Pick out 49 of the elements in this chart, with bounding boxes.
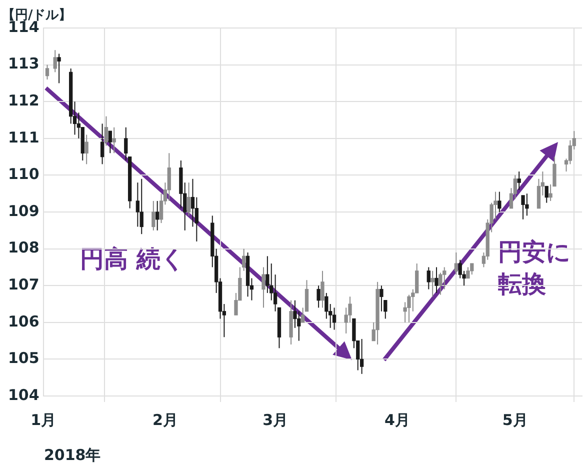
y-tick-label: 111 xyxy=(8,128,40,146)
y-tick-label: 105 xyxy=(8,349,40,368)
candlestick xyxy=(156,200,160,231)
y-tick-label: 109 xyxy=(8,202,40,220)
candlestick xyxy=(434,266,438,294)
x-tick-label: 4月 xyxy=(384,410,410,429)
y-tick-label: 113 xyxy=(8,54,40,73)
y-tick-label: 107 xyxy=(8,275,40,294)
candlestick xyxy=(45,64,50,80)
candlestick xyxy=(360,338,364,374)
candlestick xyxy=(100,123,104,165)
candlestick xyxy=(84,134,88,165)
candlestick xyxy=(470,263,474,276)
candlestick xyxy=(525,193,529,216)
candlestick xyxy=(517,171,521,190)
y-tick-label: 104 xyxy=(8,386,40,404)
y-tick-label: 112 xyxy=(8,91,40,110)
y-tick-label: 110 xyxy=(8,165,40,184)
x-tick-label: 2月 xyxy=(152,410,178,429)
candlestick xyxy=(426,266,430,290)
y-tick-label: 108 xyxy=(8,238,40,257)
candlestick xyxy=(316,285,320,308)
candlestick xyxy=(104,116,108,146)
candlestick xyxy=(262,266,266,308)
candlestick xyxy=(167,152,171,202)
candlestick xyxy=(53,50,57,73)
y-tick-label: 106 xyxy=(8,312,40,330)
candlestick xyxy=(57,53,61,84)
x-axis-title: 2018年 xyxy=(44,446,101,465)
candlestick xyxy=(304,280,309,312)
candlestick xyxy=(544,186,548,204)
candlestick xyxy=(140,178,144,235)
candlestick xyxy=(466,266,470,279)
candlestick xyxy=(380,285,384,312)
candlestick xyxy=(521,194,525,220)
candlestick xyxy=(498,191,502,212)
candlestick xyxy=(152,200,156,231)
candlestick xyxy=(324,292,328,320)
candlestick xyxy=(332,307,336,330)
candlestick xyxy=(320,270,324,308)
x-tick-label: 1月 xyxy=(30,410,56,429)
x-tick-label: 3月 xyxy=(262,410,288,429)
candlestick xyxy=(430,270,434,298)
candlestick xyxy=(186,182,191,216)
candlestick xyxy=(108,130,112,154)
candlestick xyxy=(454,252,458,276)
x-tick-label: 5月 xyxy=(502,410,528,429)
candlestick xyxy=(112,126,116,154)
candlestick xyxy=(194,196,198,242)
